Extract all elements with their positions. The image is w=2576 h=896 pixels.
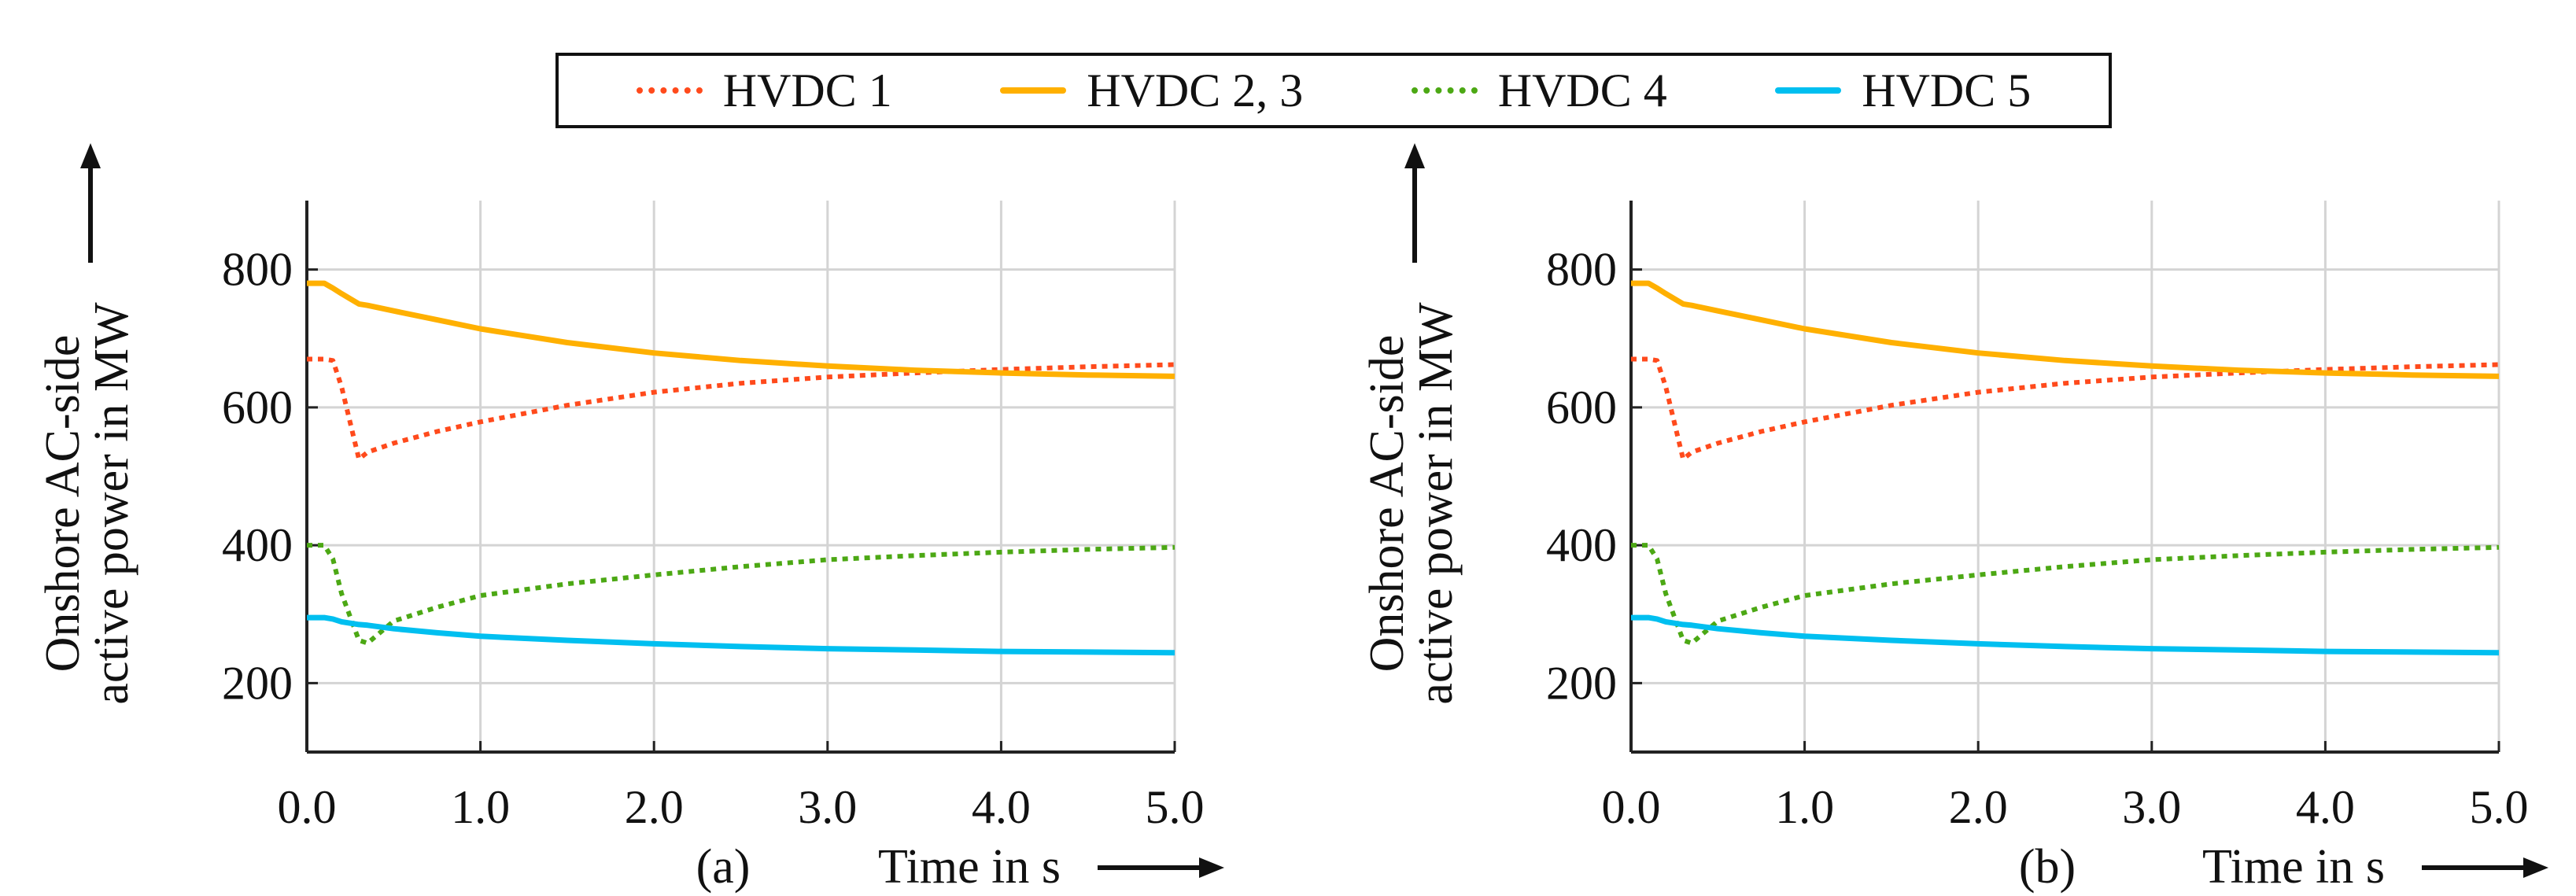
x-tick-label: 1.0	[451, 781, 510, 833]
series-line-hvdc-2-3	[307, 280, 1175, 379]
legend-swatch	[1000, 87, 1067, 94]
series-line-hvdc-4	[1631, 543, 2500, 646]
x-tick-label: 4.0	[972, 781, 1031, 833]
series-line-hvdc-2-3	[1631, 280, 2500, 379]
legend-item-hvdc4: HVDC 4	[1411, 64, 1667, 118]
series-line-hvdc-1	[307, 356, 1175, 462]
y-axis-label-line1: Onshore AC-side	[36, 335, 90, 673]
y-axis-label-line1: Onshore AC-side	[1360, 335, 1414, 673]
series-line-hvdc-5	[1631, 614, 2500, 656]
y-tick-label: 400	[222, 519, 293, 571]
y-axis-arrowhead-icon	[1404, 143, 1425, 168]
y-tick-label: 200	[222, 657, 293, 709]
y-tick-label: 400	[1546, 519, 1617, 571]
chart-panel-a: 0.0 1.0 2.0 3.0 4.0 5.0 200 400 600 800 Onshore AC…	[36, 143, 1224, 894]
series-line-hvdc-1	[1631, 356, 2500, 462]
x-tick-label: 2.0	[625, 781, 684, 833]
x-tick-label: 0.0	[1602, 781, 1661, 833]
y-tick-label: 600	[1546, 382, 1617, 433]
legend-item-hvdc23: HVDC 2, 3	[1000, 64, 1303, 118]
x-axis-label: Time in s	[878, 840, 1061, 894]
x-axis-label: Time in s	[2202, 840, 2385, 894]
y-axis-arrowhead-icon	[80, 143, 101, 168]
legend-item-hvdc1: HVDC 1	[636, 64, 892, 118]
x-tick-label: 4.0	[2296, 781, 2355, 833]
legend-label: HVDC 1	[722, 64, 892, 116]
x-tick-label: 5.0	[1146, 781, 1205, 833]
series-line-hvdc-4	[307, 543, 1175, 646]
series-line-hvdc-5	[307, 614, 1175, 656]
legend: HVDC 1 HVDC 2, 3 HVDC 4 HVDC 5	[555, 53, 2112, 128]
legend-swatch	[1411, 87, 1478, 94]
legend-swatch	[1775, 87, 1842, 94]
x-tick-label: 3.0	[2122, 781, 2181, 833]
y-tick-label: 800	[222, 244, 293, 296]
panel-label: (a)	[696, 840, 751, 894]
y-tick-label: 200	[1546, 657, 1617, 709]
panel-label: (b)	[2019, 840, 2076, 894]
legend-label: HVDC 4	[1497, 64, 1667, 116]
legend-label: HVDC 2, 3	[1087, 64, 1304, 116]
x-axis-arrowhead-icon	[1199, 857, 1224, 878]
legend-swatch	[636, 87, 703, 94]
legend-item-hvdc5: HVDC 5	[1775, 64, 2031, 118]
x-axis-arrowhead-icon	[2523, 857, 2548, 878]
x-tick-label: 5.0	[2470, 781, 2529, 833]
y-axis-label-line2: active power in MW	[1409, 302, 1463, 705]
legend-label: HVDC 5	[1862, 64, 2032, 116]
x-tick-label: 0.0	[278, 781, 337, 833]
y-tick-label: 800	[1546, 244, 1617, 296]
chart-panel-b: 0.0 1.0 2.0 3.0 4.0 5.0 200 400 600 800 Onshore AC…	[1360, 143, 2548, 894]
x-tick-label: 3.0	[798, 781, 857, 833]
y-tick-label: 600	[222, 382, 293, 433]
y-axis-label-line2: active power in MW	[85, 302, 138, 705]
x-tick-label: 1.0	[1775, 781, 1834, 833]
x-tick-label: 2.0	[1949, 781, 2008, 833]
